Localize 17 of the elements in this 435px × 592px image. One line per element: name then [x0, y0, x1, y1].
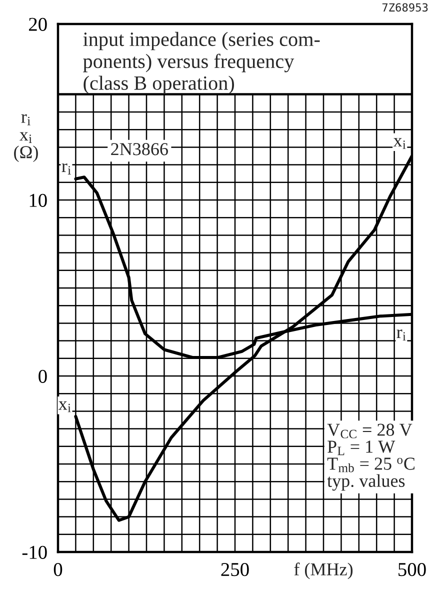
text: input impedance (series com- ponents) versus frequency (class B operation) [83, 32, 320, 94]
y-tick-label: 10 [30, 194, 47, 207]
text: x$_{i}$ [393, 138, 406, 149]
annotation: 2N3866 [111, 143, 168, 156]
series-label: r$_{i}$ [62, 163, 71, 174]
x-tick-label: 250 [221, 562, 249, 576]
x-tick-label: 500 [398, 562, 426, 576]
series-label: x$_{i}$ [58, 401, 71, 412]
x-axis-title: f (MHz) [294, 562, 353, 580]
text: V$_{CC}$ = 28 V P$_{L}$ = 1 W T$_{mb}$ = 25 $^{o}$C typ. values [327, 424, 414, 491]
text: r$_{i}$ [396, 330, 406, 341]
y-tick-label: 20 [28, 18, 47, 31]
y-tick-label: -10 [22, 546, 47, 559]
y-tick-label: 0 [38, 370, 47, 383]
text: 7Z68953 [382, 3, 428, 12]
x-tick-label: 0 [54, 562, 62, 576]
y-axis-title: r$_{i}$ x$_{i}$ (Ω) [14, 114, 38, 162]
